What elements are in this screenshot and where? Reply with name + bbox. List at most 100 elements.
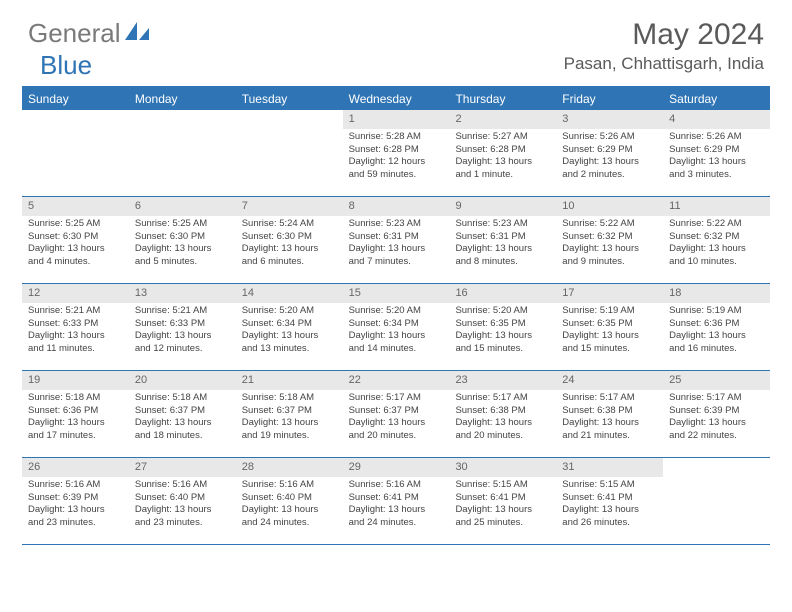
sunset-text: Sunset: 6:35 PM	[562, 318, 657, 331]
day-header: Sunday	[22, 88, 129, 110]
day-cell	[236, 110, 343, 196]
daylight-text: Daylight: 13 hours and 24 minutes.	[349, 504, 444, 530]
day-body: Sunrise: 5:17 AMSunset: 6:38 PMDaylight:…	[556, 390, 663, 447]
sunrise-text: Sunrise: 5:20 AM	[349, 305, 444, 318]
day-number: 21	[236, 371, 343, 390]
sunrise-text: Sunrise: 5:19 AM	[562, 305, 657, 318]
sunset-text: Sunset: 6:33 PM	[28, 318, 123, 331]
day-body: Sunrise: 5:26 AMSunset: 6:29 PMDaylight:…	[556, 129, 663, 186]
sunrise-text: Sunrise: 5:25 AM	[135, 218, 230, 231]
day-body	[663, 462, 770, 468]
sunrise-text: Sunrise: 5:20 AM	[455, 305, 550, 318]
day-cell: 17Sunrise: 5:19 AMSunset: 6:35 PMDayligh…	[556, 284, 663, 370]
day-body: Sunrise: 5:15 AMSunset: 6:41 PMDaylight:…	[556, 477, 663, 534]
daylight-text: Daylight: 13 hours and 26 minutes.	[562, 504, 657, 530]
day-cell: 16Sunrise: 5:20 AMSunset: 6:35 PMDayligh…	[449, 284, 556, 370]
day-cell: 29 Sunrise: 5:16 AMSunset: 6:41 PMDayligh…	[343, 458, 450, 544]
daylight-text: Daylight: 13 hours and 21 minutes.	[562, 417, 657, 443]
week-row: 26Sunrise: 5:16 AMSunset: 6:39 PMDayligh…	[22, 458, 770, 545]
sunset-text: Sunset: 6:38 PM	[455, 405, 550, 418]
sunrise-text: Sunrise: 5:15 AM	[562, 479, 657, 492]
day-body: Sunrise: 5:22 AMSunset: 6:32 PMDaylight:…	[663, 216, 770, 273]
sunset-text: Sunset: 6:28 PM	[349, 144, 444, 157]
daylight-text: Daylight: 13 hours and 17 minutes.	[28, 417, 123, 443]
week-row: 5Sunrise: 5:25 AMSunset: 6:30 PMDaylight…	[22, 197, 770, 284]
daylight-text: Daylight: 13 hours and 20 minutes.	[349, 417, 444, 443]
sunset-text: Sunset: 6:36 PM	[669, 318, 764, 331]
day-number: 26	[22, 458, 129, 477]
logo-blue-line: Blue	[28, 50, 92, 81]
day-number: 11	[663, 197, 770, 216]
day-cell: 19Sunrise: 5:18 AMSunset: 6:36 PMDayligh…	[22, 371, 129, 457]
day-body	[22, 114, 129, 120]
day-number: 19	[22, 371, 129, 390]
day-header: Saturday	[663, 88, 770, 110]
title-block: May 2024 Pasan, Chhattisgarh, India	[564, 18, 764, 74]
day-cell: 20Sunrise: 5:18 AMSunset: 6:37 PMDayligh…	[129, 371, 236, 457]
day-cell: 10Sunrise: 5:22 AMSunset: 6:32 PMDayligh…	[556, 197, 663, 283]
day-body: Sunrise: 5:24 AMSunset: 6:30 PMDaylight:…	[236, 216, 343, 273]
sunset-text: Sunset: 6:39 PM	[669, 405, 764, 418]
day-body: Sunrise: 5:20 AMSunset: 6:34 PMDaylight:…	[236, 303, 343, 360]
sunset-text: Sunset: 6:30 PM	[135, 231, 230, 244]
sunrise-text: Sunrise: 5:16 AM	[349, 479, 444, 492]
daylight-text: Daylight: 13 hours and 5 minutes.	[135, 243, 230, 269]
daylight-text: Daylight: 13 hours and 23 minutes.	[135, 504, 230, 530]
day-body: Sunrise: 5:16 AMSunset: 6:39 PMDaylight:…	[22, 477, 129, 534]
sunrise-text: Sunrise: 5:18 AM	[242, 392, 337, 405]
logo-gray-text: General	[28, 18, 121, 49]
sunrise-text: Sunrise: 5:25 AM	[28, 218, 123, 231]
day-body	[236, 114, 343, 120]
day-body: Sunrise: 5:21 AMSunset: 6:33 PMDaylight:…	[129, 303, 236, 360]
sunrise-text: Sunrise: 5:17 AM	[349, 392, 444, 405]
day-cell: 2Sunrise: 5:27 AMSunset: 6:28 PMDaylight…	[449, 110, 556, 196]
week-row: 12Sunrise: 5:21 AMSunset: 6:33 PMDayligh…	[22, 284, 770, 371]
sunset-text: Sunset: 6:29 PM	[669, 144, 764, 157]
day-cell: 25Sunrise: 5:17 AMSunset: 6:39 PMDayligh…	[663, 371, 770, 457]
sunrise-text: Sunrise: 5:18 AM	[135, 392, 230, 405]
daylight-text: Daylight: 13 hours and 20 minutes.	[455, 417, 550, 443]
sunrise-text: Sunrise: 5:20 AM	[242, 305, 337, 318]
day-number: 20	[129, 371, 236, 390]
sunrise-text: Sunrise: 5:23 AM	[455, 218, 550, 231]
logo-sail-icon	[123, 20, 151, 47]
day-cell: 9Sunrise: 5:23 AMSunset: 6:31 PMDaylight…	[449, 197, 556, 283]
day-number: 30	[449, 458, 556, 477]
sunset-text: Sunset: 6:41 PM	[349, 492, 444, 505]
logo: General	[28, 18, 153, 49]
sunset-text: Sunset: 6:40 PM	[242, 492, 337, 505]
day-cell: 21Sunrise: 5:18 AMSunset: 6:37 PMDayligh…	[236, 371, 343, 457]
day-cell: 1Sunrise: 5:28 AMSunset: 6:28 PMDaylight…	[343, 110, 450, 196]
weeks-container: 1Sunrise: 5:28 AMSunset: 6:28 PMDaylight…	[22, 110, 770, 545]
day-header-row: Sunday Monday Tuesday Wednesday Thursday…	[22, 88, 770, 110]
day-cell: 7Sunrise: 5:24 AMSunset: 6:30 PMDaylight…	[236, 197, 343, 283]
day-cell: 12Sunrise: 5:21 AMSunset: 6:33 PMDayligh…	[22, 284, 129, 370]
day-cell: 5Sunrise: 5:25 AMSunset: 6:30 PMDaylight…	[22, 197, 129, 283]
day-number: 31	[556, 458, 663, 477]
day-cell: 11Sunrise: 5:22 AMSunset: 6:32 PMDayligh…	[663, 197, 770, 283]
day-body: Sunrise: 5:19 AMSunset: 6:36 PMDaylight:…	[663, 303, 770, 360]
day-cell	[22, 110, 129, 196]
sunrise-text: Sunrise: 5:27 AM	[455, 131, 550, 144]
day-body	[129, 114, 236, 120]
day-number: 16	[449, 284, 556, 303]
day-body: Sunrise: 5:15 AMSunset: 6:41 PMDaylight:…	[449, 477, 556, 534]
sunrise-text: Sunrise: 5:16 AM	[28, 479, 123, 492]
day-cell: 23Sunrise: 5:17 AMSunset: 6:38 PMDayligh…	[449, 371, 556, 457]
day-cell: 27Sunrise: 5:16 AMSunset: 6:40 PMDayligh…	[129, 458, 236, 544]
logo-blue-text: Blue	[40, 50, 92, 80]
day-body: Sunrise: 5:21 AMSunset: 6:33 PMDaylight:…	[22, 303, 129, 360]
sunset-text: Sunset: 6:41 PM	[455, 492, 550, 505]
day-number: 29	[343, 458, 450, 477]
day-cell: 3Sunrise: 5:26 AMSunset: 6:29 PMDaylight…	[556, 110, 663, 196]
day-body: Sunrise: 5:25 AMSunset: 6:30 PMDaylight:…	[22, 216, 129, 273]
daylight-text: Daylight: 13 hours and 15 minutes.	[455, 330, 550, 356]
day-body: Sunrise: 5:23 AMSunset: 6:31 PMDaylight:…	[343, 216, 450, 273]
sunset-text: Sunset: 6:33 PM	[135, 318, 230, 331]
daylight-text: Daylight: 13 hours and 10 minutes.	[669, 243, 764, 269]
day-number: 3	[556, 110, 663, 129]
day-body: Sunrise: 5:16 AMSunset: 6:40 PMDaylight:…	[236, 477, 343, 534]
day-number: 1	[343, 110, 450, 129]
sunrise-text: Sunrise: 5:21 AM	[28, 305, 123, 318]
day-number: 9	[449, 197, 556, 216]
